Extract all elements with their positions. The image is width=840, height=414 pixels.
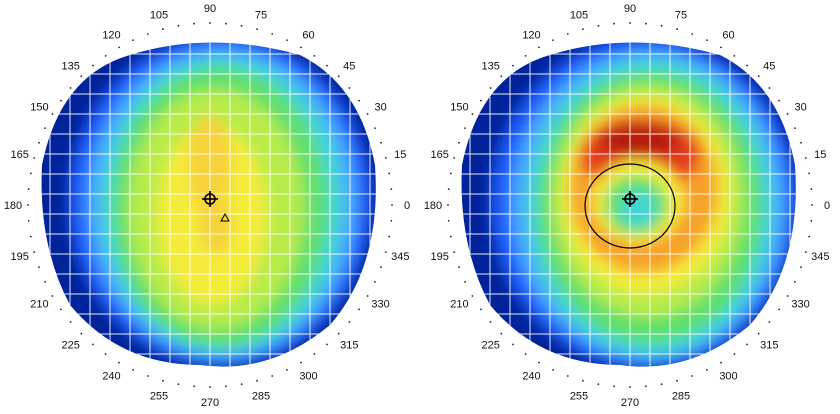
degree-label: 315	[340, 339, 358, 351]
degree-label: 165	[431, 149, 449, 161]
degree-label: 75	[255, 10, 267, 22]
degree-label: 255	[570, 390, 588, 402]
degree-label: 135	[482, 61, 500, 73]
degree-label: 30	[794, 102, 806, 114]
degree-label: 60	[302, 29, 314, 41]
degree-label: 225	[482, 339, 500, 351]
center-crosshair	[622, 191, 638, 207]
degree-label: 285	[672, 390, 690, 402]
degree-label: 330	[791, 299, 809, 311]
degree-label: 30	[374, 102, 386, 114]
degree-label: 345	[811, 251, 829, 263]
degree-label: 225	[62, 339, 80, 351]
degree-label: 105	[570, 10, 588, 22]
color-map	[41, 42, 376, 367]
degree-label: 285	[252, 390, 270, 402]
triangle-marker	[220, 212, 230, 222]
degree-label: 120	[102, 29, 120, 41]
degree-label: 195	[431, 251, 449, 263]
degree-label: 15	[814, 149, 826, 161]
degree-label: 300	[719, 371, 737, 383]
left-topography-map: 0 15 30 45 60 75 90 105 120 135 150 165 180 195 210 225…	[4, 3, 410, 409]
degree-label: 135	[62, 61, 80, 73]
degree-label: 195	[11, 251, 29, 263]
pupil-ring	[584, 163, 676, 249]
degree-label: 150	[30, 102, 48, 114]
degree-label: 0	[824, 200, 830, 212]
degree-label: 45	[343, 61, 355, 73]
degree-label: 45	[763, 61, 775, 73]
center-crosshair	[202, 191, 218, 207]
degree-label: 15	[394, 149, 406, 161]
degree-label: 270	[201, 397, 219, 409]
degree-label: 240	[102, 371, 120, 383]
degree-label: 315	[760, 339, 778, 351]
right-topography-map: 0 15 30 45 60 75 90 105 120 135 150 165 180 195 210 225…	[424, 3, 830, 409]
degree-label: 60	[722, 29, 734, 41]
degree-label: 255	[150, 390, 168, 402]
degree-label: 210	[30, 299, 48, 311]
degree-scale: 0 15 30 45 60 75 90 105 120 135 150 165 180 195 210 225…	[4, 3, 410, 409]
degree-label: 330	[371, 299, 389, 311]
degree-label: 75	[675, 10, 687, 22]
degree-label: 345	[391, 251, 409, 263]
degree-label: 180	[4, 200, 22, 212]
degree-label: 0	[404, 200, 410, 212]
degree-scale: 0 15 30 45 60 75 90 105 120 135 150 165 180 195 210 225…	[424, 3, 830, 409]
degree-label: 210	[450, 299, 468, 311]
degree-label: 120	[522, 29, 540, 41]
degree-label: 165	[11, 149, 29, 161]
degree-label: 150	[450, 102, 468, 114]
degree-label: 90	[624, 3, 636, 15]
degree-label: 240	[522, 371, 540, 383]
degree-label: 90	[204, 3, 216, 15]
degree-label: 180	[424, 200, 442, 212]
degree-label: 105	[150, 10, 168, 22]
degree-label: 270	[621, 397, 639, 409]
degree-label: 300	[299, 371, 317, 383]
